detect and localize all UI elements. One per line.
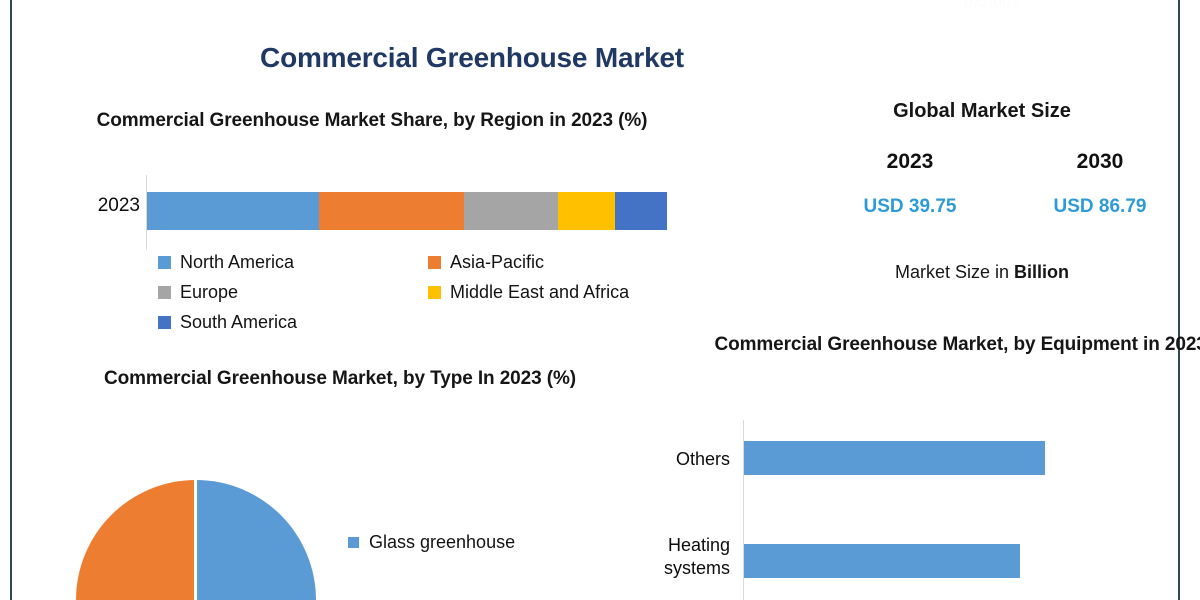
global-market-size-heading: Global Market Size (893, 100, 1071, 122)
region-chart-axis (146, 175, 147, 250)
legend-swatch-icon (428, 286, 441, 299)
region-chart-category-label: 2023 (97, 195, 140, 216)
frame-rail-right (1178, 0, 1180, 600)
region-legend-label: Europe (180, 282, 239, 302)
gms-year-2023: 2023 (886, 150, 934, 173)
region-segment-middle-east-and-africa (557, 192, 615, 230)
region-legend-item[interactable]: Middle East and Africa (428, 282, 698, 303)
type-legend-item[interactable]: Plastic greenhouse (348, 584, 608, 600)
region-legend-item[interactable]: North America (158, 252, 428, 273)
type-chart-legend: Glass greenhouse Plastic greenhouse (348, 500, 608, 600)
legend-swatch-icon (158, 286, 171, 299)
gms-footnote-unit: Billion (1014, 262, 1070, 282)
legend-swatch-icon (428, 256, 441, 269)
region-segment-north-america (147, 192, 319, 230)
gms-year-2030: 2030 (1076, 150, 1124, 173)
type-chart-title: Commercial Greenhouse Market, by Type In… (103, 368, 577, 389)
region-legend-item[interactable]: Asia-Pacific (428, 252, 698, 273)
region-legend-item[interactable]: South America (158, 312, 428, 333)
equipment-category-label-others: Others (675, 449, 730, 469)
global-market-size-footnote: Market Size in Billion (772, 262, 1192, 283)
equipment-chart-axis (743, 420, 744, 600)
type-legend-label: Glass greenhouse (369, 531, 516, 552)
legend-swatch-icon (348, 536, 359, 548)
equipment-bar-heating-systems (744, 544, 1020, 578)
region-legend-label: North America (180, 252, 295, 272)
region-segment-europe (464, 192, 558, 230)
gms-value-2023: USD 39.75 (863, 196, 957, 217)
region-legend-label: Middle East and Africa (450, 282, 630, 302)
region-segment-south-america (614, 192, 667, 230)
infographic-canvas: MAXIMIZE Commercial Greenhouse Market Co… (12, 0, 1200, 600)
region-chart-title: Commercial Greenhouse Market Share, by R… (96, 110, 648, 131)
region-segment-asia-pacific (318, 192, 465, 230)
global-market-size-column-2030: 2030 USD 86.79 (1010, 150, 1190, 218)
region-stacked-bar (147, 192, 667, 230)
page-title: Commercial Greenhouse Market (260, 42, 684, 73)
global-market-size-column-2023: 2023 USD 39.75 (820, 150, 1000, 218)
watermark-text: MAXIMIZE (964, 0, 1022, 10)
region-legend-item[interactable]: Europe (158, 282, 428, 303)
equipment-chart-title: Commercial Greenhouse Market, by Equipme… (714, 334, 1200, 355)
frame-rail-left (10, 0, 12, 600)
region-chart-legend: North America Asia-Pacific Europe Middle Ea… (158, 252, 698, 342)
type-legend-item[interactable]: Glass greenhouse (348, 500, 608, 584)
gms-footnote-prefix: Market Size in (894, 262, 1015, 282)
gms-value-2030: USD 86.79 (1053, 196, 1147, 217)
legend-swatch-icon (158, 256, 171, 269)
equipment-bar-others (744, 441, 1045, 475)
region-legend-label: Asia-Pacific (450, 252, 545, 272)
legend-swatch-icon (158, 316, 171, 329)
equipment-category-label-heating-systems: Heating systems (663, 535, 730, 579)
region-legend-label: South America (180, 312, 298, 332)
pie-slice-divider (194, 480, 197, 600)
